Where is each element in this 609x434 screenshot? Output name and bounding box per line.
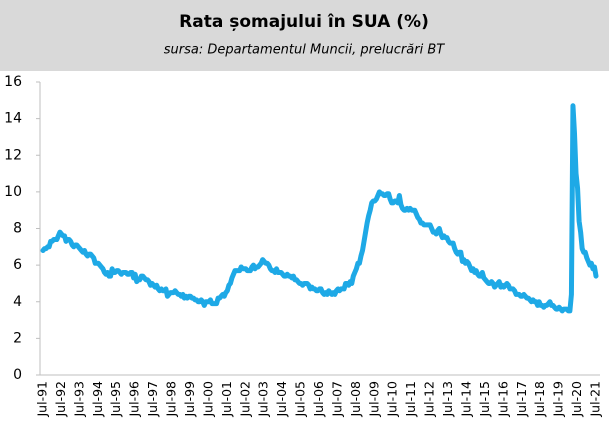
y-tick-label: 0 [13, 367, 22, 383]
x-tick-label: Jul-11 [403, 381, 418, 418]
x-tick-label: Jul-21 [588, 381, 603, 418]
y-tick-label: 14 [4, 111, 22, 127]
x-tick-label: Jul-98 [164, 381, 179, 418]
x-tick-label: Jul-19 [551, 381, 566, 418]
x-tick-label: Jul-07 [329, 381, 344, 418]
x-tick-label: Jul-94 [90, 381, 105, 418]
x-tick-label: Jul-17 [514, 381, 529, 418]
x-tick-label: Jul-13 [440, 381, 455, 418]
x-tick-label: Jul-20 [569, 381, 584, 418]
chart-subtitle: sursa: Departamentul Muncii, prelucrări … [164, 43, 445, 58]
y-tick-label: 8 [13, 221, 22, 237]
x-tick-label: Jul-12 [422, 381, 437, 418]
y-tick-label: 6 [13, 257, 22, 273]
line [40, 103, 599, 314]
x-tick-label: Jul-97 [145, 381, 160, 418]
x-tick-label: Jul-14 [458, 381, 473, 418]
x-tick-label: Jul-08 [348, 381, 363, 418]
x-tick-label: Jul-00 [200, 381, 215, 418]
x-tick-label: Jul-92 [53, 381, 68, 418]
y-tick-label: 10 [4, 184, 22, 200]
x-tick-label: Jul-15 [477, 381, 492, 418]
x-tick-label: Jul-01 [219, 381, 234, 418]
x-tick-label: Jul-10 [385, 381, 400, 418]
x-tick-label: Jul-03 [256, 381, 271, 418]
chart-title: Rata șomajului în SUA (%) [179, 12, 429, 32]
x-tick-label: Jul-99 [182, 381, 197, 418]
x-tick-label: Jul-91 [35, 381, 50, 418]
y-tick-label: 2 [13, 330, 22, 346]
x-tick-label: Jul-93 [71, 381, 86, 418]
x-tick-label: Jul-05 [293, 381, 308, 418]
y-tick-label: 12 [4, 147, 22, 163]
y-tick-label: 4 [13, 294, 22, 310]
x-tick-label: Jul-06 [311, 381, 326, 418]
x-tick-label: Jul-04 [274, 381, 289, 418]
x-tick-label: Jul-95 [108, 381, 123, 418]
x-tick-label: Jul-09 [366, 381, 381, 418]
x-tick-label: Jul-96 [127, 381, 142, 418]
title-box [0, 0, 609, 71]
x-tick-label: Jul-18 [532, 381, 547, 418]
y-tick-label: 16 [4, 74, 22, 90]
x-tick-label: Jul-16 [495, 381, 510, 418]
x-tick-label: Jul-02 [237, 381, 252, 418]
